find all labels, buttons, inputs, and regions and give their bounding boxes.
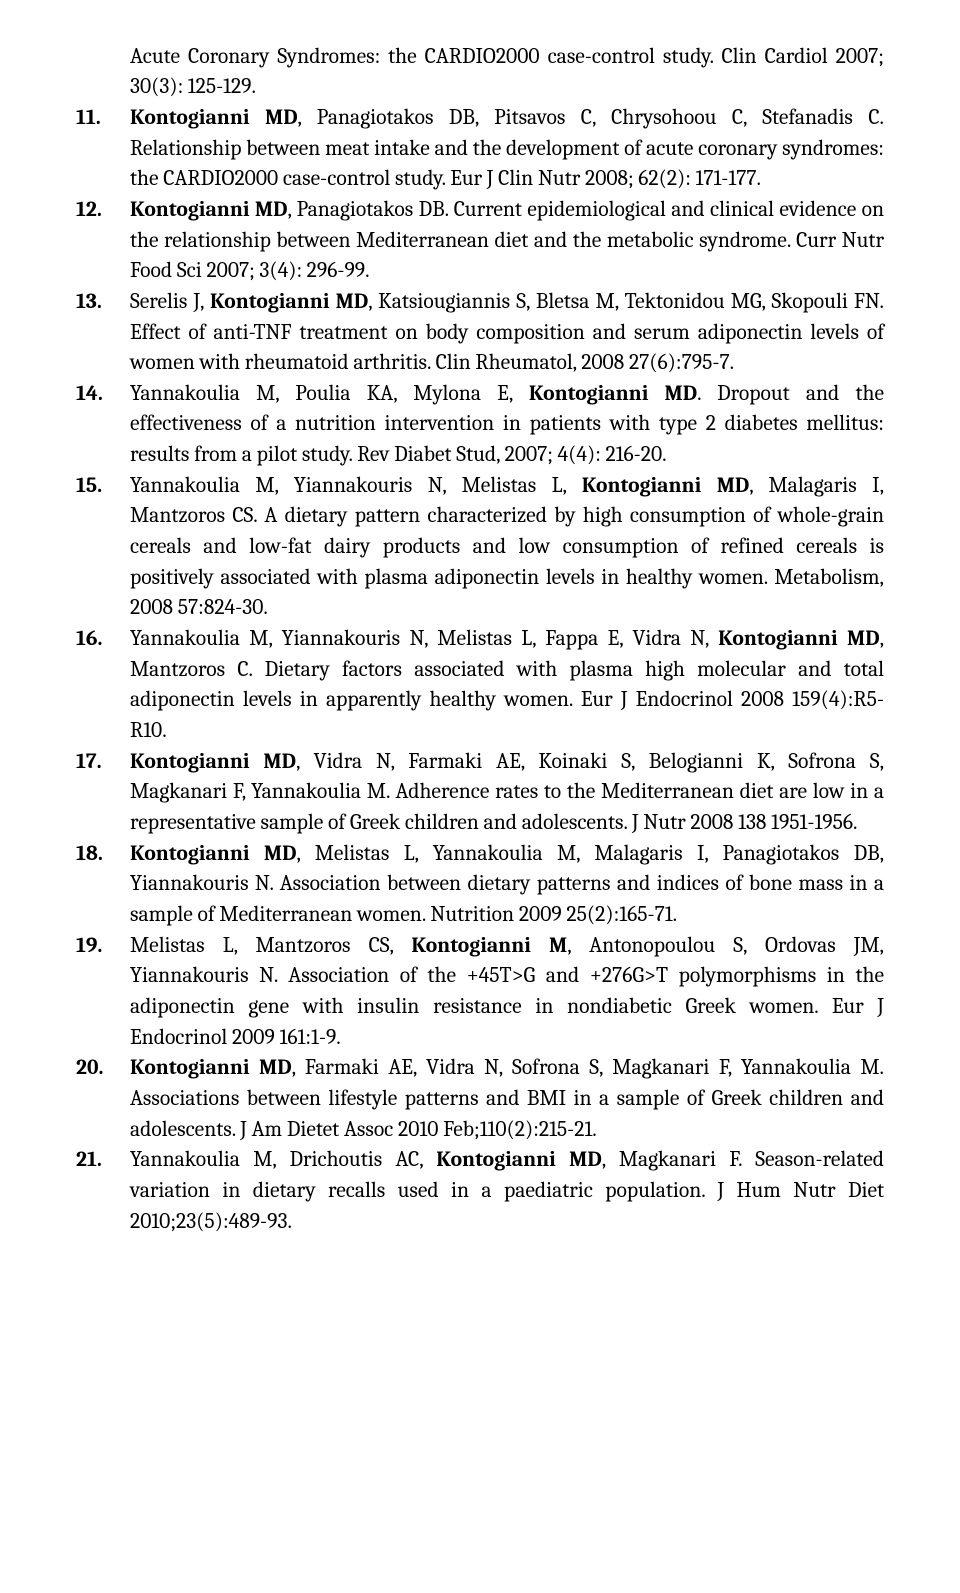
reference-item: Kontogianni MD, Melistas L, Yannakoulia … bbox=[76, 839, 884, 931]
plain-text: Serelis J, bbox=[130, 290, 210, 314]
plain-text: Yannakoulia M, Drichoutis AC, bbox=[130, 1148, 436, 1172]
bold-text: Kontogianni MD bbox=[718, 627, 879, 651]
bold-text: Kontogianni MD bbox=[130, 198, 287, 222]
plain-text: Acute Coronary Syndromes: the CARDIO2000… bbox=[130, 45, 884, 100]
plain-text: Yannakoulia M, Poulia KA, Mylona E, bbox=[130, 382, 529, 406]
plain-text: Yannakoulia M, Yiannakouris N, Melistas … bbox=[130, 474, 582, 498]
reference-item: Yannakoulia M, Yiannakouris N, Melistas … bbox=[76, 471, 884, 624]
reference-item: Kontogianni MD, Farmaki AE, Vidra N, Sof… bbox=[76, 1053, 884, 1145]
bold-text: Kontogianni MD bbox=[582, 474, 750, 498]
bold-text: Kontogianni MD bbox=[436, 1148, 601, 1172]
reference-item: Kontogianni MD, Panagiotakos DB. Current… bbox=[76, 195, 884, 287]
reference-item: Melistas L, Mantzoros CS, Kontogianni M,… bbox=[76, 931, 884, 1054]
reference-item: Yannakoulia M, Drichoutis AC, Kontogiann… bbox=[76, 1145, 884, 1237]
reference-item: Yannakoulia M, Poulia KA, Mylona E, Kont… bbox=[76, 379, 884, 471]
plain-text: Melistas L, Mantzoros CS, bbox=[130, 934, 411, 958]
reference-list: Kontogianni MD, Panagiotakos DB, Pitsavo… bbox=[76, 103, 884, 1237]
plain-text: Yannakoulia M, Yiannakouris N, Melistas … bbox=[130, 627, 718, 651]
bold-text: Kontogianni MD bbox=[130, 106, 298, 130]
reference-item: Kontogianni MD, Vidra N, Farmaki AE, Koi… bbox=[76, 747, 884, 839]
orphan-continuation: Acute Coronary Syndromes: the CARDIO2000… bbox=[130, 42, 884, 103]
page-container: Acute Coronary Syndromes: the CARDIO2000… bbox=[0, 0, 960, 1257]
bold-text: Kontogianni MD bbox=[130, 842, 297, 866]
bold-text: Kontogianni MD bbox=[130, 1056, 292, 1080]
reference-item: Serelis J, Kontogianni MD, Katsiougianni… bbox=[76, 287, 884, 379]
reference-item: Yannakoulia M, Yiannakouris N, Melistas … bbox=[76, 624, 884, 747]
bold-text: Kontogianni MD bbox=[210, 290, 368, 314]
reference-item: Kontogianni MD, Panagiotakos DB, Pitsavo… bbox=[76, 103, 884, 195]
bold-text: Kontogianni MD bbox=[529, 382, 697, 406]
bold-text: Kontogianni M bbox=[411, 934, 567, 958]
bold-text: Kontogianni MD bbox=[130, 750, 296, 774]
